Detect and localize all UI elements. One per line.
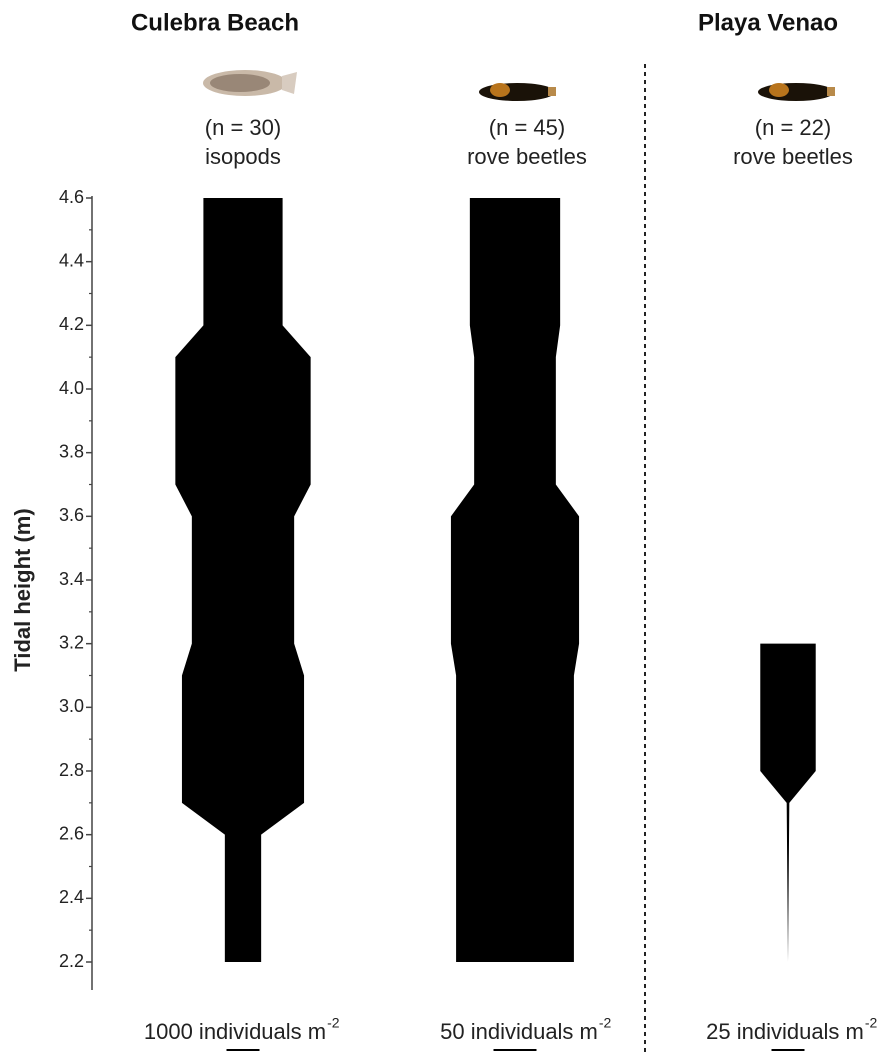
scale-label: 1000 individuals m bbox=[144, 1019, 326, 1044]
site-title: Playa Venao bbox=[698, 9, 838, 36]
y-tick-label: 4.2 bbox=[59, 314, 84, 334]
site-title: Culebra Beach bbox=[131, 9, 299, 36]
y-tick-label: 4.0 bbox=[59, 378, 84, 398]
scale-exponent: -2 bbox=[865, 1015, 878, 1031]
y-axis-label: Tidal height (m) bbox=[10, 508, 35, 671]
y-tick-label: 4.6 bbox=[59, 187, 84, 207]
isopod-icon bbox=[203, 70, 297, 96]
y-tick-label: 3.8 bbox=[59, 441, 84, 461]
y-tick-label: 3.6 bbox=[59, 505, 84, 525]
n-label: (n = 30) bbox=[205, 115, 281, 140]
beetle-icon bbox=[758, 83, 835, 101]
y-tick-label: 2.4 bbox=[59, 887, 84, 907]
y-tick-label: 2.2 bbox=[59, 951, 84, 971]
n-label: (n = 22) bbox=[755, 115, 831, 140]
y-tick-label: 3.2 bbox=[59, 632, 84, 652]
y-tick-label: 3.0 bbox=[59, 696, 84, 716]
scale-exponent: -2 bbox=[327, 1015, 340, 1031]
kite bbox=[175, 198, 311, 962]
n-label: (n = 45) bbox=[489, 115, 565, 140]
y-tick-label: 4.4 bbox=[59, 250, 84, 270]
kite bbox=[450, 198, 580, 962]
y-tick-label: 2.6 bbox=[59, 823, 84, 843]
y-tick-label: 2.8 bbox=[59, 760, 84, 780]
kite bbox=[760, 643, 816, 962]
taxon-label: rove beetles bbox=[467, 144, 587, 169]
scale-exponent: -2 bbox=[599, 1015, 612, 1031]
taxon-label: isopods bbox=[205, 144, 281, 169]
taxon-label: rove beetles bbox=[733, 144, 853, 169]
scale-label: 50 individuals m bbox=[440, 1019, 598, 1044]
scale-label: 25 individuals m bbox=[706, 1019, 864, 1044]
y-tick-label: 3.4 bbox=[59, 569, 84, 589]
beetle-icon bbox=[479, 83, 556, 101]
